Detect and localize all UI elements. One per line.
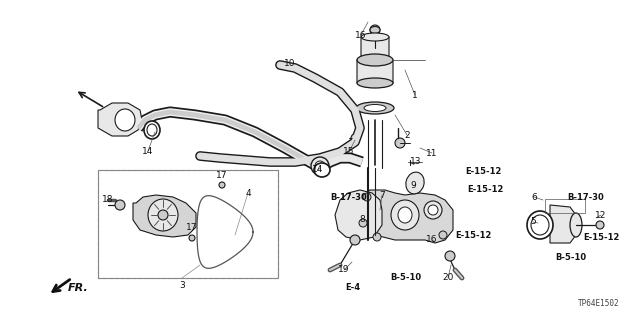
Circle shape [219, 182, 225, 188]
Ellipse shape [428, 205, 438, 215]
Ellipse shape [144, 121, 160, 139]
Text: 1: 1 [412, 91, 418, 100]
Circle shape [359, 219, 367, 227]
Ellipse shape [424, 201, 442, 219]
Ellipse shape [147, 124, 157, 136]
Bar [545, 199, 585, 213]
Ellipse shape [398, 207, 412, 223]
Polygon shape [98, 103, 142, 136]
Polygon shape [357, 37, 393, 83]
Polygon shape [133, 195, 196, 237]
Circle shape [189, 235, 195, 241]
Text: 9: 9 [410, 180, 416, 189]
Text: E-15-12: E-15-12 [455, 230, 492, 239]
Ellipse shape [570, 213, 582, 237]
Text: 11: 11 [426, 148, 438, 157]
Text: 8: 8 [359, 215, 365, 225]
Polygon shape [550, 205, 576, 243]
Text: 20: 20 [442, 274, 454, 283]
Circle shape [363, 193, 371, 201]
Text: 17: 17 [186, 223, 198, 233]
Text: E-15-12: E-15-12 [467, 186, 504, 195]
Text: 6: 6 [531, 193, 537, 202]
Polygon shape [335, 190, 382, 240]
Ellipse shape [531, 215, 549, 235]
Text: B-17-30: B-17-30 [567, 193, 604, 202]
Ellipse shape [311, 157, 329, 175]
Circle shape [158, 210, 168, 220]
Text: 13: 13 [410, 157, 422, 166]
Text: B-5-10: B-5-10 [390, 274, 421, 283]
Ellipse shape [357, 54, 393, 66]
Ellipse shape [357, 78, 393, 88]
Text: 18: 18 [102, 196, 114, 204]
Ellipse shape [115, 109, 135, 131]
Circle shape [373, 233, 381, 241]
Ellipse shape [364, 105, 386, 111]
Circle shape [351, 134, 359, 142]
Ellipse shape [356, 102, 394, 114]
Ellipse shape [314, 163, 330, 177]
Text: 3: 3 [179, 281, 185, 290]
Text: 10: 10 [284, 59, 296, 68]
Text: 5: 5 [530, 218, 536, 227]
Ellipse shape [370, 27, 380, 34]
Text: 4: 4 [245, 188, 251, 197]
Text: 19: 19 [339, 266, 349, 275]
Circle shape [115, 200, 125, 210]
Text: B-17-30: B-17-30 [330, 194, 367, 203]
Circle shape [439, 231, 447, 239]
Text: FR.: FR. [68, 283, 89, 293]
Text: 14: 14 [312, 165, 324, 174]
Ellipse shape [596, 221, 604, 229]
Circle shape [445, 251, 455, 261]
Polygon shape [357, 190, 453, 243]
Ellipse shape [361, 33, 389, 41]
Text: 7: 7 [379, 190, 385, 199]
Text: 2: 2 [404, 131, 410, 140]
Text: 16: 16 [355, 30, 367, 39]
Text: E-4: E-4 [345, 284, 360, 292]
Ellipse shape [315, 161, 325, 171]
Text: E-15-12: E-15-12 [465, 167, 501, 177]
Ellipse shape [148, 199, 178, 231]
Text: B-5-10: B-5-10 [555, 253, 586, 262]
Text: TP64E1502: TP64E1502 [579, 299, 620, 308]
Ellipse shape [527, 211, 553, 239]
Circle shape [370, 25, 380, 35]
Text: 12: 12 [595, 211, 607, 220]
Bar [98, 170, 278, 278]
Ellipse shape [391, 200, 419, 230]
Text: E-15-12: E-15-12 [583, 234, 620, 243]
Ellipse shape [406, 172, 424, 194]
Text: 14: 14 [142, 147, 154, 156]
Text: 17: 17 [216, 171, 228, 180]
Text: 16: 16 [426, 236, 438, 244]
Circle shape [395, 138, 405, 148]
Bar [98, 170, 278, 278]
Circle shape [350, 235, 360, 245]
Text: 15: 15 [343, 148, 355, 156]
